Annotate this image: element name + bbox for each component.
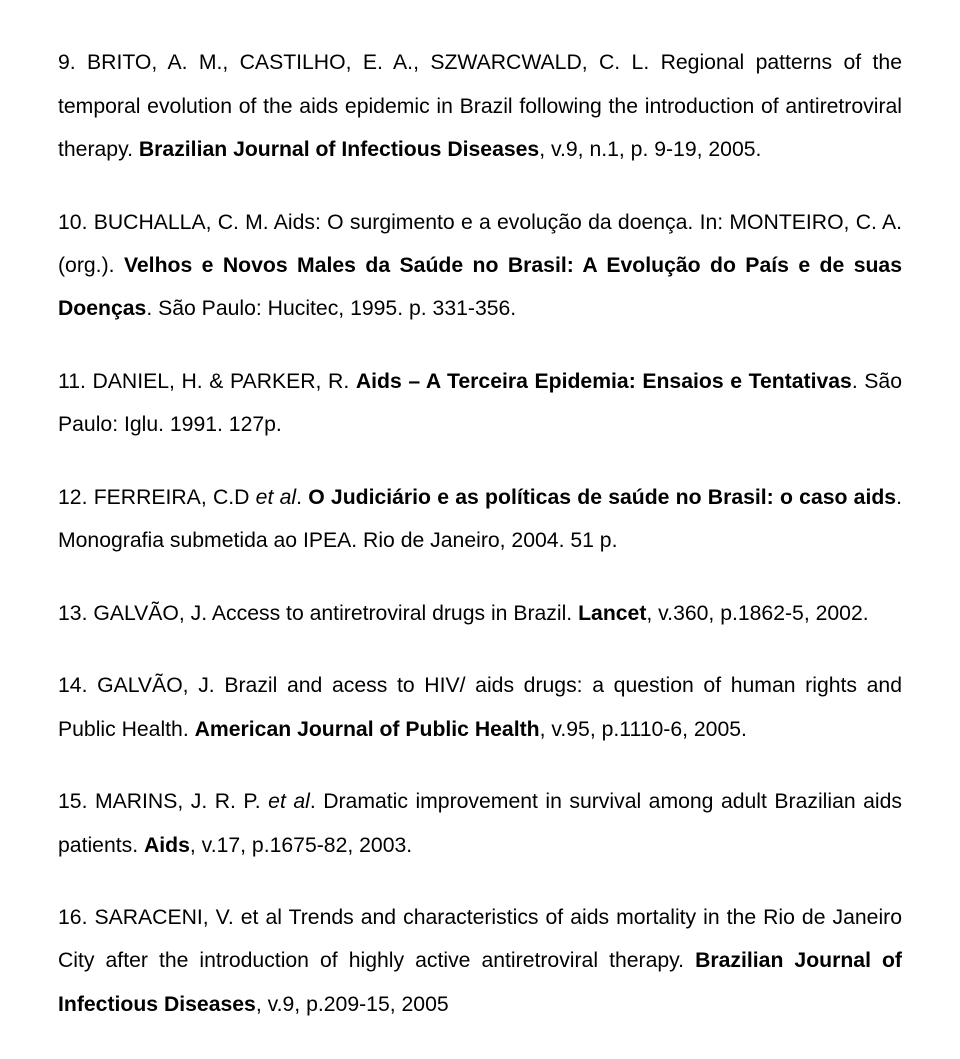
reference-text-part: 15. MARINS, J. R. P.: [58, 790, 268, 813]
reference-item: 16. SARACENI, V. et al Trends and charac…: [58, 896, 902, 1026]
reference-text-part: , v.95, p.1110-6, 2005.: [540, 718, 747, 741]
reference-text-part: Aids – A Terceira Epidemia: Ensaios e Te…: [356, 370, 852, 393]
reference-text-part: Aids: [144, 834, 190, 857]
reference-item: 12. FERREIRA, C.D et al. O Judiciário e …: [58, 476, 902, 563]
reference-text-part: et al: [256, 486, 296, 509]
reference-text-part: Lancet: [578, 602, 646, 625]
reference-text-part: , v.17, p.1675-82, 2003.: [190, 834, 412, 857]
reference-text-part: , v.360, p.1862-5, 2002.: [646, 602, 868, 625]
reference-item: 9. BRITO, A. M., CASTILHO, E. A., SZWARC…: [58, 41, 902, 171]
references-page: 9. BRITO, A. M., CASTILHO, E. A., SZWARC…: [0, 0, 960, 1059]
reference-item: 10. BUCHALLA, C. M. Aids: O surgimento e…: [58, 201, 902, 331]
reference-item: 15. MARINS, J. R. P. et al. Dramatic imp…: [58, 780, 902, 867]
reference-text-part: 12. FERREIRA, C.D: [58, 486, 256, 509]
reference-text-part: , v.9, n.1, p. 9-19, 2005.: [539, 138, 761, 161]
reference-item: 13. GALVÃO, J. Access to antiretroviral …: [58, 592, 902, 635]
reference-item: 14. GALVÃO, J. Brazil and acess to HIV/ …: [58, 664, 902, 751]
reference-item: 11. DANIEL, H. & PARKER, R. Aids – A Ter…: [58, 360, 902, 447]
reference-text-part: .: [296, 486, 308, 509]
reference-text-part: , v.9, p.209-15, 2005: [256, 993, 449, 1016]
references-list: 9. BRITO, A. M., CASTILHO, E. A., SZWARC…: [58, 41, 902, 1026]
reference-text-part: 13. GALVÃO, J. Access to antiretroviral …: [58, 602, 578, 625]
reference-text-part: Brazilian Journal of Infectious Diseases: [139, 138, 539, 161]
reference-text-part: American Journal of Public Health: [195, 718, 540, 741]
reference-text-part: 11. DANIEL, H. & PARKER, R.: [58, 370, 356, 393]
reference-text-part: O Judiciário e as políticas de saúde no …: [308, 486, 896, 509]
reference-text-part: . São Paulo: Hucitec, 1995. p. 331-356.: [146, 297, 516, 320]
reference-text-part: et al: [268, 790, 310, 813]
